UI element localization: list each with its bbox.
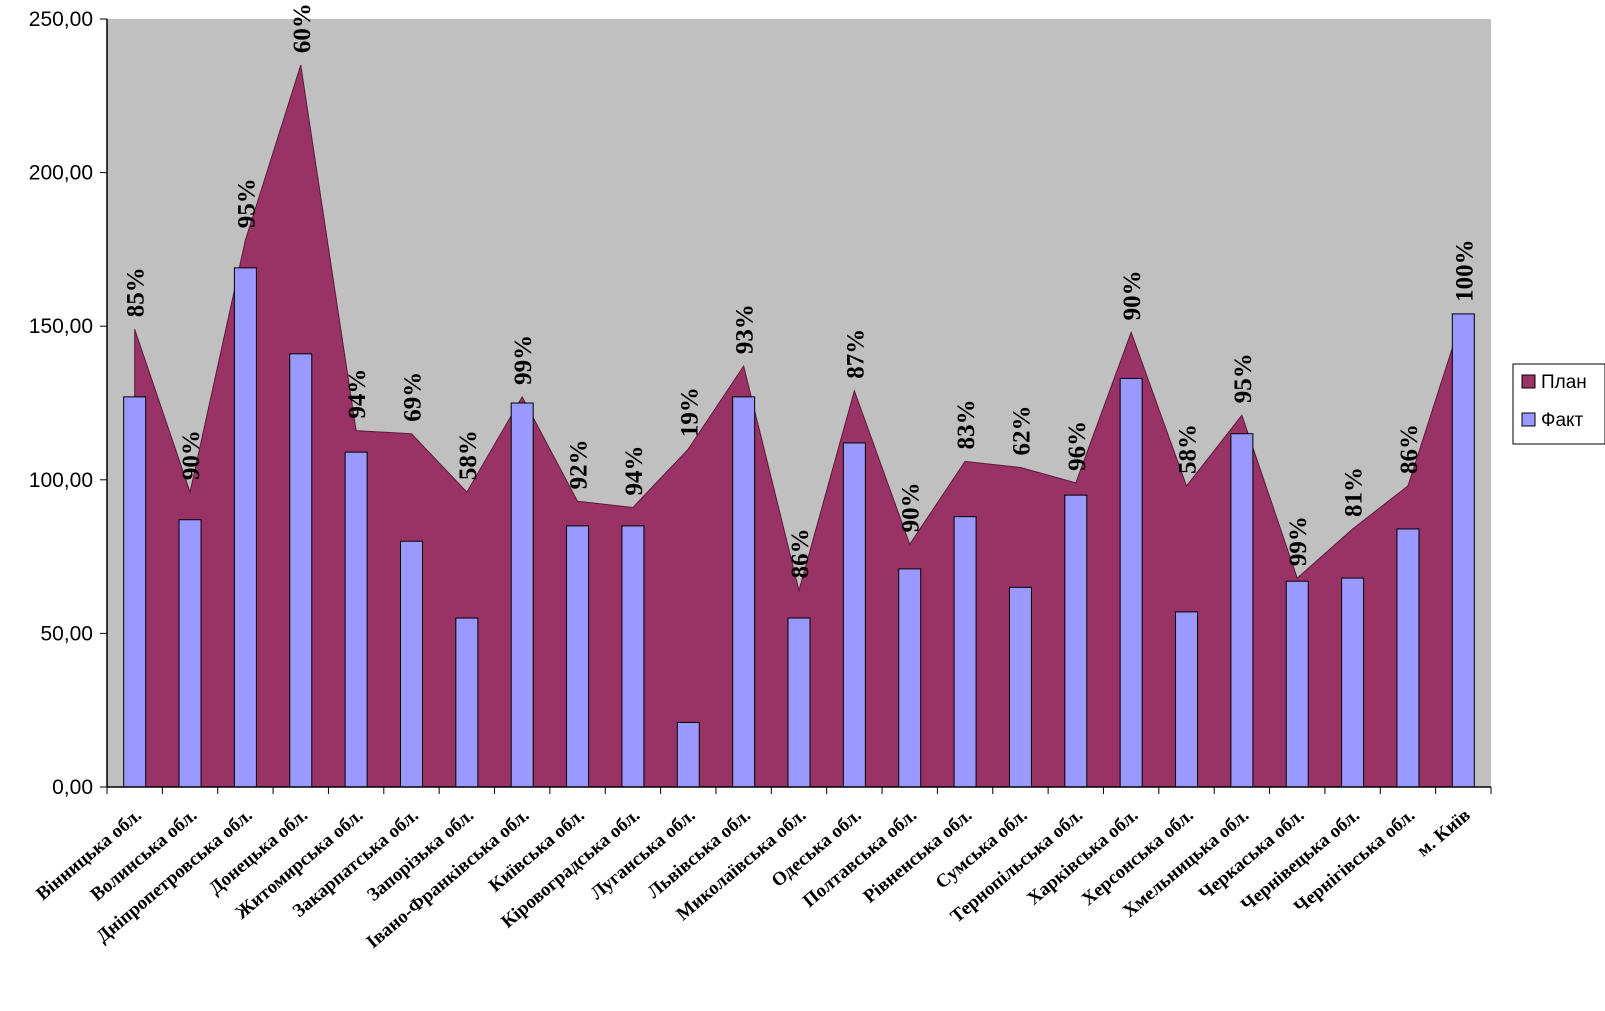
- percent-label: 90%: [898, 482, 925, 532]
- percent-label: 92%: [566, 439, 593, 489]
- percent-label: 99%: [1285, 516, 1312, 566]
- percent-label: 93%: [732, 304, 759, 354]
- bar-fact: [1008, 586, 1032, 788]
- percent-label: 99%: [510, 335, 537, 385]
- y-tick-label: 200,00: [29, 162, 93, 185]
- percent-label: 69%: [399, 372, 426, 422]
- bar-fact: [455, 617, 479, 788]
- percent-label: 96%: [1064, 421, 1091, 471]
- bar-fact: [233, 267, 257, 788]
- bar-fact: [732, 396, 756, 788]
- category-label: м. Київ: [1413, 805, 1475, 861]
- bar-fact: [842, 442, 866, 788]
- bar-fact: [621, 525, 645, 788]
- percent-label: 95%: [233, 178, 260, 228]
- percent-label: 81%: [1341, 467, 1368, 517]
- percent-label: 86%: [1396, 424, 1423, 474]
- percent-label: 58%: [1175, 424, 1202, 474]
- legend: План Факт: [1512, 363, 1605, 445]
- bar-fact: [399, 540, 423, 788]
- legend-swatch-fact: [1521, 412, 1536, 427]
- percent-label: 100%: [1451, 239, 1478, 302]
- bar-fact: [344, 451, 368, 788]
- bar-fact: [1230, 433, 1254, 788]
- percent-label: 90%: [178, 430, 205, 480]
- bar-fact: [1175, 611, 1199, 788]
- bar-fact: [676, 721, 700, 788]
- bar-fact: [1451, 313, 1475, 788]
- percent-label: 58%: [455, 430, 482, 480]
- bar-fact: [178, 519, 202, 788]
- legend-swatch-plan: [1521, 374, 1536, 389]
- percent-label: 87%: [842, 329, 869, 379]
- bar-fact: [123, 396, 147, 788]
- bar-fact: [510, 402, 534, 788]
- y-tick-label: 0,00: [52, 776, 93, 799]
- legend-label-plan: План: [1541, 372, 1587, 393]
- percent-label: 86%: [787, 528, 814, 578]
- percent-label: 83%: [953, 399, 980, 449]
- legend-label-fact: Факт: [1541, 410, 1584, 431]
- percent-label: 94%: [344, 369, 371, 419]
- y-tick-label: 150,00: [29, 315, 93, 338]
- percent-label: 94%: [621, 445, 648, 495]
- bar-fact: [898, 568, 922, 788]
- percent-label: 95%: [1230, 353, 1257, 403]
- percent-label: 90%: [1119, 270, 1146, 320]
- bar-fact: [1064, 494, 1088, 788]
- percent-label: 60%: [289, 3, 316, 53]
- bar-fact: [566, 525, 590, 788]
- percent-label: 85%: [123, 267, 150, 317]
- bar-fact: [289, 353, 313, 788]
- bar-fact: [787, 617, 811, 788]
- y-tick-label: 250,00: [29, 8, 93, 31]
- bar-fact: [1341, 577, 1365, 788]
- y-tick-label: 50,00: [40, 622, 93, 645]
- bar-fact: [953, 516, 977, 788]
- bar-fact: [1285, 580, 1309, 788]
- percent-label: 19%: [676, 387, 703, 437]
- percent-label: 62%: [1008, 406, 1035, 456]
- bar-fact: [1396, 528, 1420, 788]
- y-tick-label: 100,00: [29, 469, 93, 492]
- bar-fact: [1119, 377, 1143, 788]
